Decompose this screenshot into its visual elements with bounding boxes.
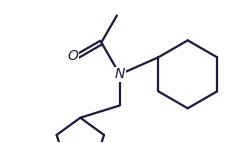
Text: O: O bbox=[67, 49, 78, 63]
Text: N: N bbox=[115, 67, 125, 81]
